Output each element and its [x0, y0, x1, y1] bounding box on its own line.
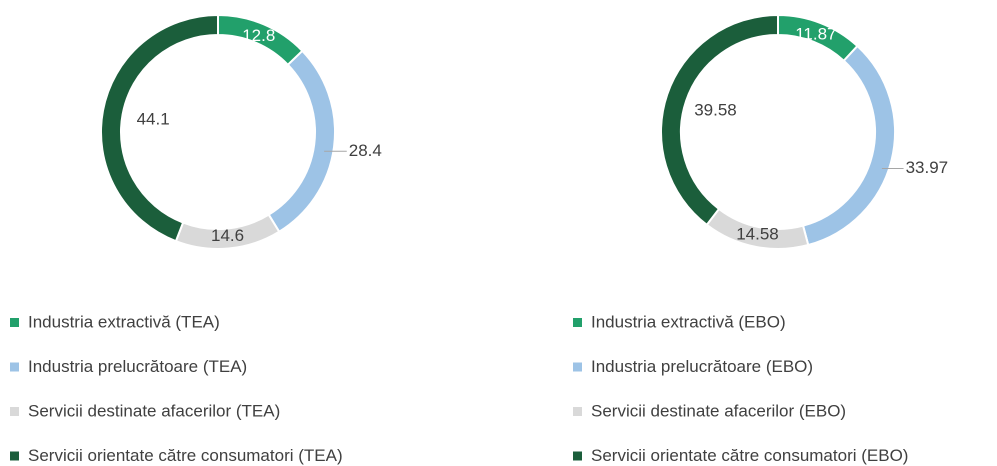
donut-slice	[267, 49, 336, 234]
legend-label: Industria prelucrătoare (TEA)	[28, 357, 247, 376]
legend-swatch	[10, 318, 19, 327]
donut-slice	[100, 13, 219, 243]
legend-swatch	[10, 451, 19, 461]
legend-label: Servicii destinate afacerilor (TEA)	[28, 401, 280, 420]
legend-label: Industria extractivă (TEA)	[28, 312, 220, 331]
legend-label: Servicii destinate afacerilor (EBO)	[591, 401, 846, 420]
data-label: 28.4	[349, 141, 382, 160]
legend-label: Industria prelucrătoare (EBO)	[591, 357, 813, 376]
data-label: 14.6	[211, 226, 244, 245]
legend-label: Servicii orientate către consumatori (TE…	[28, 446, 343, 465]
legend-swatch	[573, 407, 582, 416]
legend-label: Servicii orientate către consumatori (EB…	[591, 446, 908, 465]
data-label: 44.1	[137, 109, 170, 128]
data-label: 14.58	[736, 224, 779, 243]
legend-swatch	[573, 451, 582, 461]
legend-label: Industria extractivă (EBO)	[591, 312, 786, 331]
data-label: 12.8	[242, 26, 275, 45]
legend-swatch	[573, 362, 582, 372]
data-label: 11.87	[795, 25, 836, 44]
donut-slice	[801, 44, 896, 247]
legend-swatch	[10, 362, 19, 372]
legend-swatch	[10, 407, 19, 416]
data-label: 39.58	[694, 100, 737, 119]
data-label: 33.97	[906, 158, 949, 177]
donut-slice	[660, 13, 779, 227]
legend-swatch	[573, 318, 582, 327]
